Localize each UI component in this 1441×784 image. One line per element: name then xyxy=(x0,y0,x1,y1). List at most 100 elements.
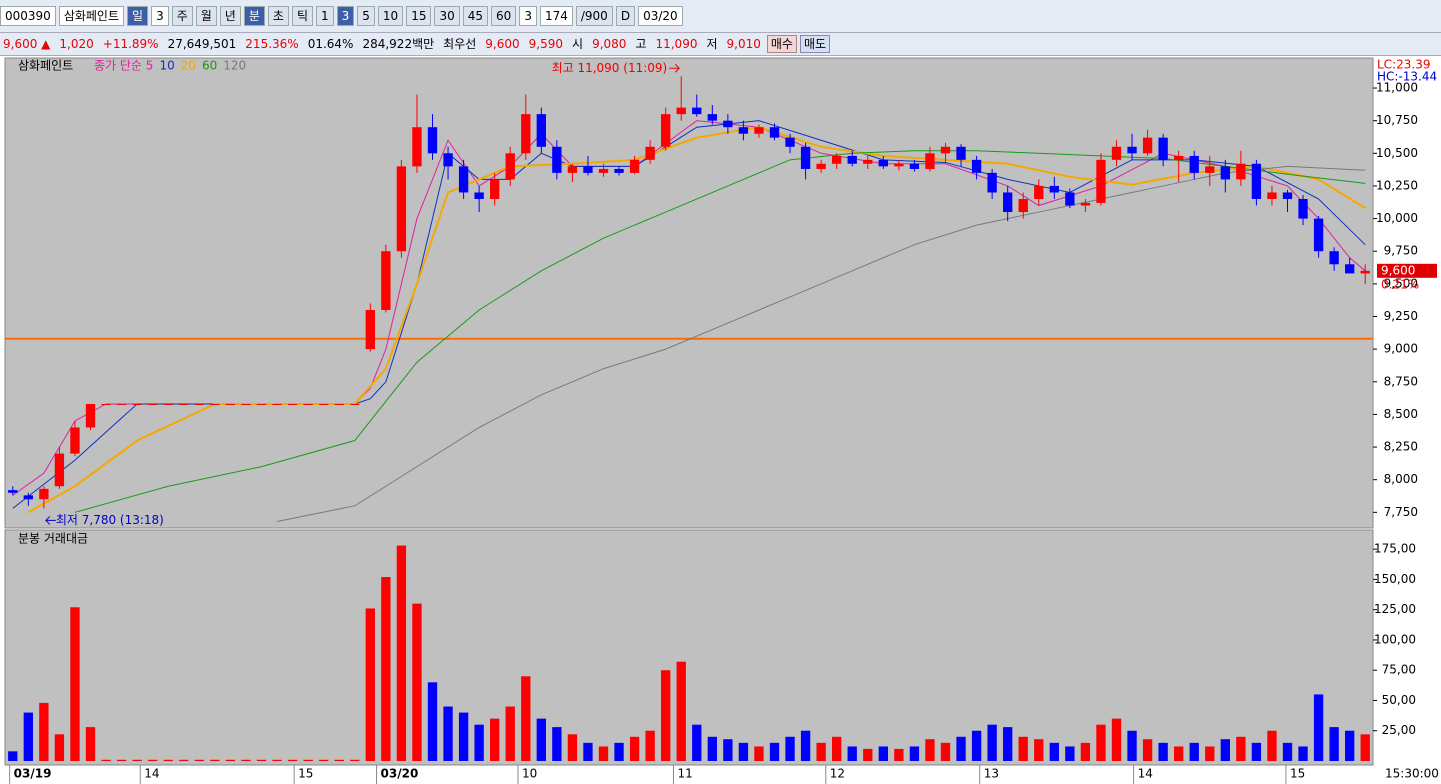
date-toggle[interactable]: D xyxy=(615,6,636,26)
candle-body xyxy=(940,146,951,154)
period[interactable]: 분 xyxy=(243,6,265,26)
candle-body xyxy=(1205,166,1215,173)
volume-bar xyxy=(365,608,375,761)
interval[interactable]: 45 xyxy=(462,6,489,26)
candle-body xyxy=(474,192,484,199)
candle-body xyxy=(629,159,640,173)
period[interactable]: 일 xyxy=(127,6,149,26)
interval[interactable]: 15 xyxy=(406,6,432,26)
volume-bar xyxy=(723,739,733,761)
period[interactable]: 월 xyxy=(195,6,217,26)
volume-bar xyxy=(956,736,966,761)
candle-body xyxy=(101,403,111,405)
volume-bar xyxy=(163,759,173,761)
candle-body xyxy=(70,427,80,454)
interval[interactable]: 3 xyxy=(336,6,355,26)
candle-body xyxy=(785,137,795,147)
candle-body xyxy=(1267,192,1277,199)
candle-body xyxy=(1298,199,1308,219)
interval[interactable]: 30 xyxy=(434,6,460,26)
candle-body xyxy=(116,403,127,405)
volume-bar xyxy=(8,751,18,761)
candle-body xyxy=(458,166,469,193)
last-price-label: 9,600 xyxy=(1381,263,1415,277)
bars-input[interactable]: 174 xyxy=(539,6,573,26)
y-tick-label: 9,500 xyxy=(1384,276,1418,290)
interval[interactable]: 60 xyxy=(491,6,517,26)
candle-body xyxy=(583,166,593,173)
candle-body xyxy=(287,403,298,405)
y-tick-label: 10,250 xyxy=(1376,178,1418,192)
interval[interactable]: 10 xyxy=(377,6,404,26)
volume-bar xyxy=(847,746,857,761)
lc: LC:23.39 xyxy=(1377,58,1430,72)
period[interactable]: 초 xyxy=(267,6,289,26)
v-tick-label: 175,00 xyxy=(1374,542,1416,556)
volume-bar xyxy=(1298,746,1308,761)
interval[interactable]: 5 xyxy=(357,6,375,26)
volume-bar xyxy=(334,759,344,761)
candle-body xyxy=(443,153,453,167)
count-input[interactable]: 3 xyxy=(519,6,537,26)
candle-body xyxy=(738,127,749,134)
volume-bar xyxy=(1345,730,1355,761)
last-rate: 0.21% xyxy=(1381,277,1419,291)
x-tick-label: 03/19 xyxy=(14,767,52,781)
bid: 9,590 xyxy=(528,37,564,51)
candle-body xyxy=(54,453,65,487)
candle-body xyxy=(365,309,375,350)
volume-bar xyxy=(70,607,80,761)
candle-body xyxy=(1313,218,1324,252)
volume-bar xyxy=(1018,736,1028,761)
candle-body xyxy=(1065,192,1075,206)
ask: 9,600 xyxy=(485,37,520,51)
y-tick-label: 10,750 xyxy=(1376,113,1418,127)
low-annotation: 최저 7,780 (13:18) xyxy=(56,513,164,527)
candle-body xyxy=(661,114,671,147)
moving-average xyxy=(74,150,1366,513)
hc: HC:-13.44 xyxy=(1377,70,1437,84)
x-tick-label: 14 xyxy=(144,767,159,781)
volume-bar xyxy=(1189,742,1199,761)
change: 1,020 xyxy=(59,37,94,51)
volume-bar xyxy=(800,730,811,761)
code-input[interactable]: 000390 xyxy=(0,6,56,26)
period[interactable]: 주 xyxy=(171,6,193,26)
candle-body xyxy=(319,403,329,405)
volume-bar xyxy=(490,718,500,761)
volume-bar xyxy=(816,742,826,761)
bars-max: /900 xyxy=(575,6,613,26)
date-input[interactable]: 03/20 xyxy=(638,6,683,26)
volume-bar xyxy=(987,724,997,761)
volume-bar xyxy=(567,734,578,761)
volume-bar xyxy=(1313,694,1324,761)
volume-bar xyxy=(1251,742,1262,761)
volume-bar xyxy=(940,742,951,761)
volume: 27,649,501 xyxy=(167,37,237,51)
open-label: 시 xyxy=(572,37,584,51)
ma-legend: 20 xyxy=(181,59,196,73)
ma-legend: 10 xyxy=(159,59,174,73)
candle-body xyxy=(85,403,96,428)
volume-bar xyxy=(1205,746,1215,761)
period[interactable]: 3 xyxy=(151,6,169,26)
candle-body xyxy=(552,146,562,173)
volume-bar xyxy=(256,759,267,761)
stock-name[interactable]: 삼화페인트 xyxy=(58,6,125,26)
high-arrow xyxy=(669,63,680,73)
volume-bar xyxy=(1049,742,1059,761)
buy-button[interactable]: 매수 xyxy=(766,35,797,53)
interval[interactable]: 1 xyxy=(315,6,334,26)
volume-bar xyxy=(319,759,329,761)
volume-bar xyxy=(1142,739,1153,761)
volume-bar xyxy=(692,724,702,761)
x-tick-label: 10 xyxy=(522,767,537,781)
volume-bar xyxy=(785,736,795,761)
period[interactable]: 틱 xyxy=(291,6,313,26)
period[interactable]: 년 xyxy=(219,6,241,26)
volume-bar xyxy=(194,759,204,761)
candle-body xyxy=(645,146,655,160)
volume-pane xyxy=(4,529,1374,766)
candle-body xyxy=(334,403,344,405)
sell-button[interactable]: 매도 xyxy=(799,35,831,53)
